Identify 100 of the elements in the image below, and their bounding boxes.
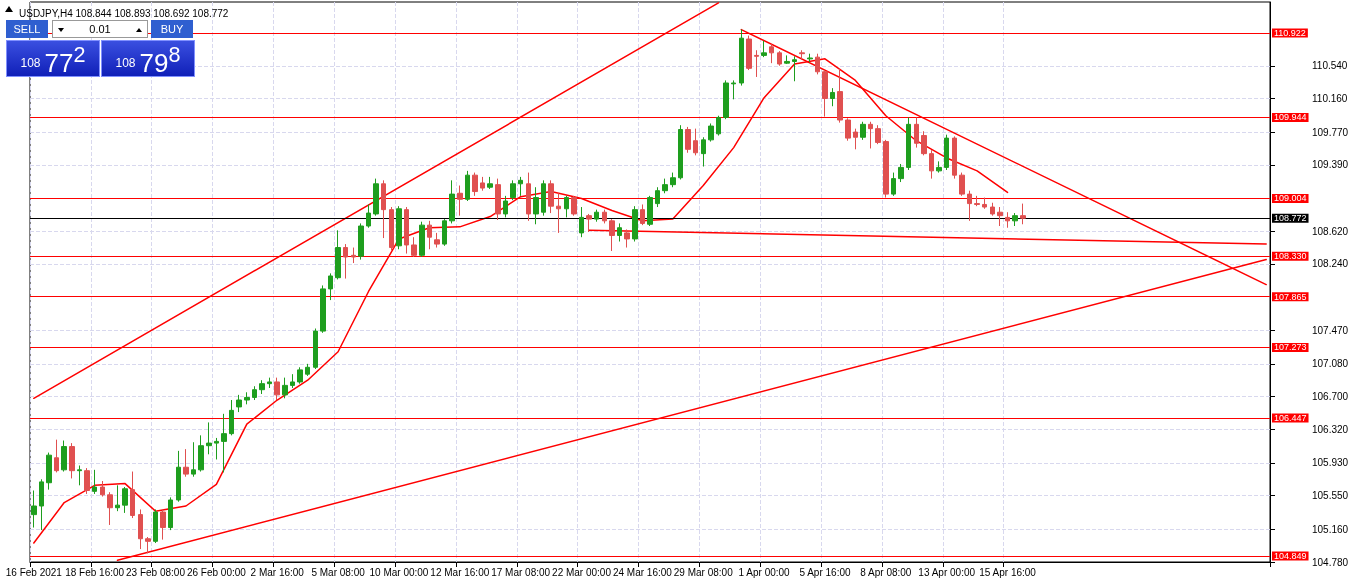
candlestick bbox=[153, 508, 158, 544]
candlestick bbox=[761, 40, 767, 58]
y-tick-label: 109.770 bbox=[1312, 126, 1349, 138]
candlestick bbox=[487, 176, 493, 190]
candlestick bbox=[739, 29, 744, 87]
candlestick bbox=[921, 130, 927, 156]
candlestick bbox=[31, 489, 37, 529]
candlestick bbox=[891, 172, 896, 197]
candlestick bbox=[77, 465, 82, 486]
x-tick-label: 26 Feb 00:00 bbox=[186, 566, 247, 578]
candlestick bbox=[685, 126, 691, 154]
x-tick-label: 5 Mar 08:00 bbox=[311, 566, 366, 578]
candlestick bbox=[594, 209, 599, 223]
annotation: BUY bbox=[151, 20, 193, 38]
candlestick bbox=[716, 115, 721, 137]
annotation: SELL bbox=[6, 20, 48, 38]
candlestick bbox=[61, 440, 67, 473]
candlestick bbox=[564, 195, 569, 218]
candlestick bbox=[845, 117, 851, 142]
candlestick bbox=[510, 179, 516, 201]
candlestick bbox=[404, 206, 409, 255]
candlestick bbox=[457, 185, 463, 217]
candlestick bbox=[754, 49, 759, 78]
candlestick bbox=[936, 160, 942, 174]
candlestick bbox=[602, 209, 607, 224]
candlestick bbox=[914, 116, 919, 149]
x-tick-label: 17 Mar 08:00 bbox=[491, 566, 551, 578]
candlestick bbox=[191, 441, 196, 478]
candlestick bbox=[586, 213, 592, 233]
candlestick bbox=[609, 218, 615, 252]
candlestick bbox=[84, 467, 90, 495]
candlestick bbox=[822, 69, 828, 118]
candlestick bbox=[548, 179, 554, 214]
candlestick bbox=[944, 134, 949, 171]
ref-line-label: 108.330 bbox=[1274, 251, 1307, 262]
candlestick bbox=[1012, 212, 1018, 227]
candlestick bbox=[442, 218, 447, 247]
candlestick bbox=[526, 172, 531, 222]
y-tick-label: 108.240 bbox=[1312, 258, 1349, 270]
candlestick bbox=[792, 55, 797, 82]
x-tick-label: 29 Mar 08:00 bbox=[673, 566, 734, 578]
candlestick bbox=[465, 170, 470, 202]
candlestick bbox=[518, 176, 523, 197]
candlestick bbox=[480, 176, 485, 192]
candlestick bbox=[830, 87, 835, 107]
y-tick-label: 110.540 bbox=[1312, 60, 1348, 72]
candlestick bbox=[396, 205, 402, 250]
x-tick-label: 5 Apr 16:00 bbox=[799, 566, 851, 578]
candlestick bbox=[906, 116, 911, 171]
candlestick bbox=[541, 179, 546, 217]
candlestick bbox=[290, 373, 295, 389]
x-tick-label: 8 Apr 08:00 bbox=[860, 566, 912, 578]
ref-line-label: 104.849 bbox=[1274, 550, 1307, 561]
candlestick bbox=[853, 128, 858, 150]
candlestick bbox=[883, 139, 889, 199]
candlestick bbox=[176, 450, 181, 503]
candlestick bbox=[297, 366, 303, 385]
candlestick bbox=[305, 363, 310, 377]
annotation: 79$^{8}$ bbox=[139, 40, 181, 78]
candlestick bbox=[427, 220, 432, 250]
candlestick bbox=[449, 179, 455, 224]
annotation: 108 bbox=[115, 55, 136, 70]
y-tick-label: 105.160 bbox=[1312, 523, 1349, 535]
y-tick-label: 105.550 bbox=[1312, 490, 1349, 502]
candlestick bbox=[898, 163, 904, 183]
ref-line-label: 107.865 bbox=[1274, 291, 1307, 302]
candlestick bbox=[198, 434, 204, 473]
candlestick bbox=[259, 379, 265, 395]
candlestick bbox=[990, 202, 995, 217]
candlestick bbox=[708, 122, 714, 143]
candlestick bbox=[807, 53, 813, 63]
candlestick bbox=[495, 178, 501, 221]
candlestick bbox=[419, 221, 425, 258]
candlestick bbox=[952, 135, 957, 180]
ref-line-label: 108.772 bbox=[1274, 213, 1307, 224]
candlestick bbox=[929, 149, 934, 180]
annotation: 77$^{2}$ bbox=[44, 40, 86, 78]
candlestick bbox=[533, 186, 539, 225]
candlestick bbox=[282, 377, 288, 399]
candlestick bbox=[373, 178, 379, 217]
candlestick bbox=[381, 179, 386, 239]
candlestick bbox=[875, 124, 881, 145]
candlestick bbox=[670, 172, 676, 188]
candlestick bbox=[579, 206, 584, 238]
candlestick bbox=[328, 272, 333, 301]
candlestick bbox=[662, 178, 668, 194]
candlestick bbox=[678, 124, 683, 180]
candlestick bbox=[571, 195, 577, 217]
candlestick bbox=[777, 50, 782, 67]
candlestick bbox=[168, 496, 173, 531]
y-tick-label: 106.320 bbox=[1312, 423, 1349, 435]
x-tick-label: 10 Mar 00:00 bbox=[369, 566, 429, 578]
candlestick bbox=[472, 172, 478, 197]
y-tick-label: 106.700 bbox=[1312, 391, 1349, 403]
candlestick bbox=[389, 206, 394, 251]
candlestick bbox=[267, 377, 272, 389]
x-tick-label: 1 Apr 00:00 bbox=[738, 566, 791, 578]
candlestick bbox=[107, 491, 113, 526]
candlestick bbox=[982, 197, 987, 210]
candlestick bbox=[746, 35, 752, 71]
